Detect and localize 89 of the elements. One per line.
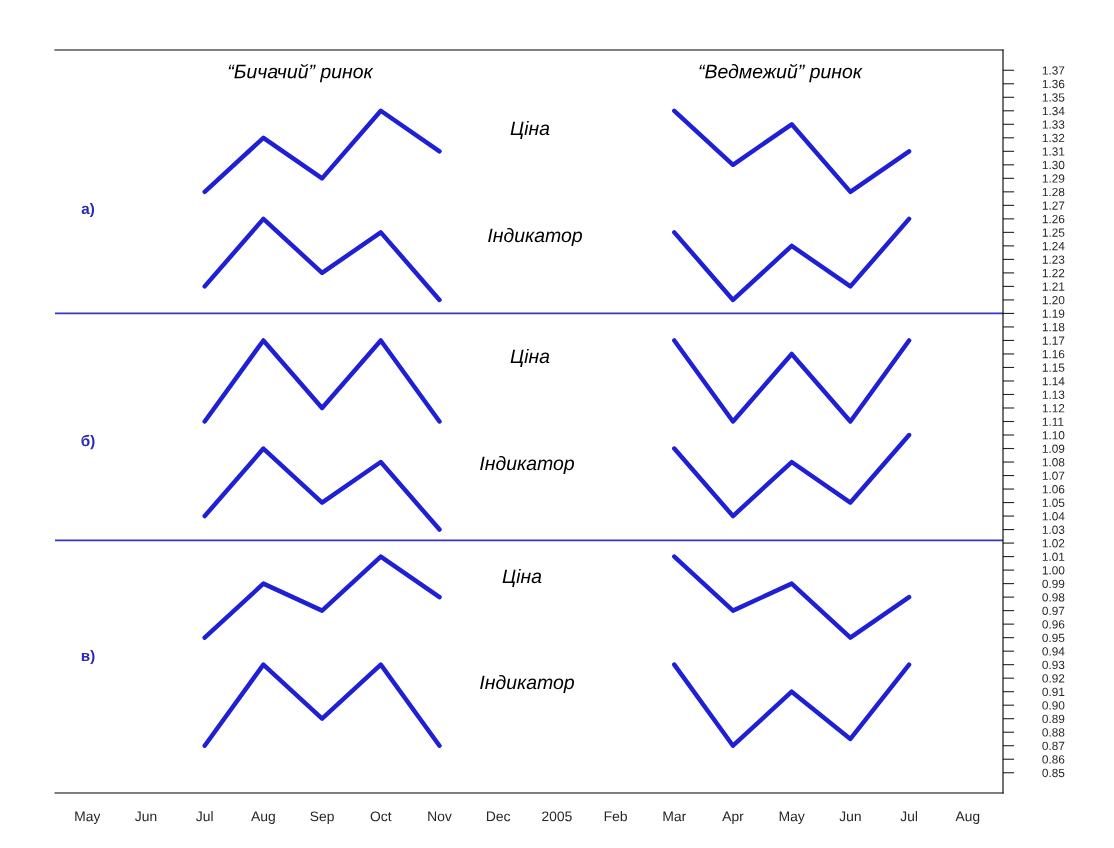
y-tick-label: 1.00 — [1042, 566, 1065, 575]
y-tick-label: 1.29 — [1042, 174, 1065, 183]
y-tick-label: 1.02 — [1042, 539, 1065, 548]
y-tick-label: 0.95 — [1042, 633, 1065, 643]
annotation: Індикатор — [480, 455, 575, 475]
annotation: а) — [81, 202, 95, 218]
y-tick-label: 0.90 — [1042, 701, 1065, 710]
x-tick-label: Mar — [663, 811, 687, 822]
y-tick-label: 1.10 — [1042, 431, 1065, 440]
y-tick-label: 1.19 — [1042, 309, 1065, 318]
y-tick-label: 1.18 — [1042, 322, 1065, 332]
y-tick-label: 0.89 — [1042, 714, 1065, 724]
annotation: б) — [81, 434, 95, 450]
line-series — [672, 662, 912, 748]
y-tick-label: 1.24 — [1042, 241, 1065, 251]
x-tick-label: 2005 — [542, 811, 572, 822]
annotation: Ціна — [502, 568, 542, 587]
y-tick-label: 1.25 — [1042, 228, 1065, 237]
annotation: Індикатор — [488, 227, 583, 247]
y-tick-label: 1.35 — [1042, 93, 1065, 102]
annotation: “Ведмежий” ринок — [699, 63, 863, 83]
y-tick-label: 1.01 — [1042, 552, 1065, 561]
y-tick-label: 1.31 — [1042, 147, 1065, 156]
line-series — [202, 216, 442, 303]
y-tick-label: 1.21 — [1042, 282, 1065, 291]
y-tick-label: 0.98 — [1042, 593, 1065, 602]
y-tick-label: 1.13 — [1042, 390, 1065, 399]
line-series — [202, 446, 442, 532]
y-tick-label: 0.86 — [1042, 755, 1065, 764]
x-tick-label: Dec — [486, 811, 511, 822]
x-tick-label: Jul — [900, 811, 918, 822]
y-tick-label: 0.97 — [1042, 606, 1065, 616]
x-tick-label: Jun — [839, 811, 861, 822]
y-tick-label: 1.14 — [1042, 377, 1065, 386]
line-series — [672, 216, 912, 303]
y-tick-label: 1.03 — [1042, 525, 1065, 534]
y-tick-label: 1.30 — [1042, 160, 1065, 170]
annotation: Індикатор — [480, 674, 575, 694]
y-tick-label: 1.04 — [1042, 512, 1065, 521]
y-tick-label: 1.05 — [1042, 498, 1065, 507]
line-series — [202, 554, 442, 640]
x-tick-label: Nov — [428, 811, 452, 822]
y-tick-label: 0.96 — [1042, 620, 1065, 629]
y-tick-label: 1.33 — [1042, 120, 1065, 129]
y-tick-label: 1.37 — [1042, 66, 1065, 75]
y-tick-label: 1.12 — [1042, 404, 1065, 413]
y-tick-label: 0.88 — [1042, 728, 1065, 737]
y-tick-label: 0.93 — [1042, 660, 1065, 670]
y-tick-label: 1.07 — [1042, 471, 1065, 480]
y-tick-label: 1.08 — [1042, 458, 1065, 467]
y-tick-label: 1.20 — [1042, 295, 1065, 305]
y-tick-label: 1.26 — [1042, 214, 1065, 224]
x-tick-label: Oct — [370, 811, 392, 822]
y-tick-label: 1.06 — [1042, 485, 1065, 494]
x-tick-label: Apr — [722, 811, 744, 824]
x-tick-label: Jul — [196, 811, 213, 822]
y-tick-label: 0.99 — [1042, 579, 1065, 588]
y-tick-label: 1.34 — [1042, 106, 1065, 116]
y-tick-label: 1.17 — [1042, 336, 1065, 345]
y-tick-label: 1.27 — [1042, 201, 1065, 210]
y-tick-label: 0.94 — [1042, 647, 1065, 656]
annotation: Ціна — [510, 348, 550, 367]
line-series — [672, 432, 912, 519]
annotation: “Бичачий” ринок — [228, 63, 374, 83]
y-tick-label: 0.91 — [1042, 687, 1065, 697]
y-tick-label: 0.85 — [1042, 768, 1065, 778]
line-series — [202, 108, 442, 195]
x-tick-label: Aug — [955, 811, 980, 824]
y-tick-label: 1.23 — [1042, 255, 1065, 264]
x-tick-label: Jun — [135, 811, 157, 822]
y-tick-label: 1.22 — [1042, 268, 1065, 278]
y-tick-label: 1.28 — [1042, 187, 1065, 197]
x-tick-label: May — [75, 811, 101, 824]
line-series — [672, 554, 912, 640]
y-tick-label: 1.36 — [1042, 79, 1065, 89]
y-tick-label: 1.15 — [1042, 363, 1065, 372]
y-tick-label: 0.87 — [1042, 741, 1065, 751]
y-tick-label: 0.92 — [1042, 674, 1065, 683]
y-tick-label: 1.09 — [1042, 444, 1065, 453]
annotation: в) — [81, 649, 95, 665]
x-tick-label: May — [779, 811, 805, 824]
x-tick-label: Aug — [251, 811, 275, 824]
y-tick-label: 1.32 — [1042, 133, 1065, 143]
line-series — [672, 108, 912, 195]
x-tick-label: Sep — [310, 811, 334, 824]
y-tick-label: 1.16 — [1042, 349, 1065, 359]
x-tick-label: Feb — [604, 811, 627, 822]
y-tick-label: 1.11 — [1042, 417, 1064, 426]
annotation: Ціна — [510, 120, 550, 139]
